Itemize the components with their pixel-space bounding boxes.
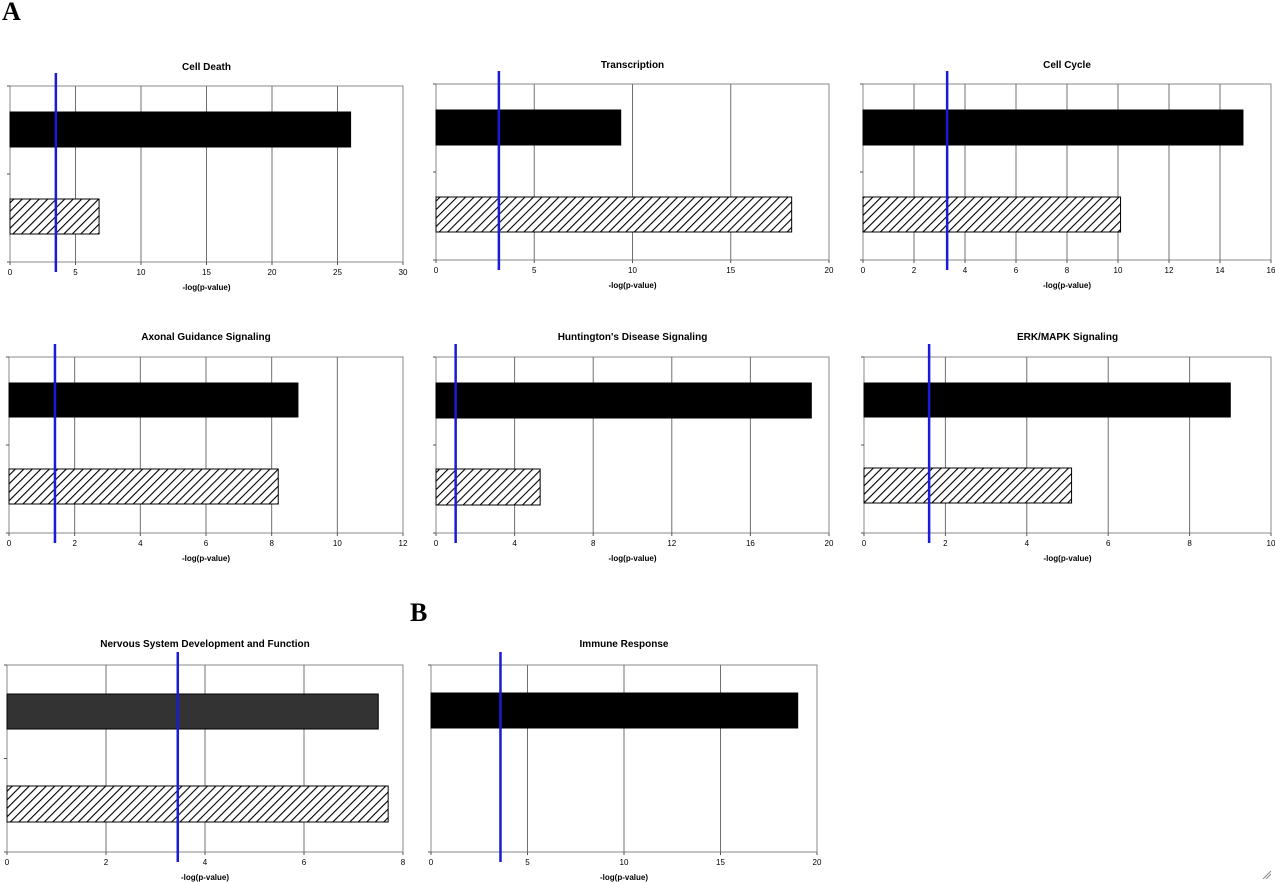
x-tick-label: 30 <box>399 268 408 277</box>
chart-title: Axonal Guidance Signaling <box>141 332 270 343</box>
bar-solid <box>9 111 352 148</box>
x-tick-label: 6 <box>1106 539 1111 548</box>
bar-hatched <box>6 785 389 823</box>
chart-title: ERK/MAPK Signaling <box>1017 332 1118 343</box>
x-axis-label: -log(p-value) <box>1043 281 1091 290</box>
x-tick-label: 10 <box>1114 266 1123 275</box>
x-tick-label: 20 <box>825 266 834 275</box>
x-tick-label: 4 <box>963 266 968 275</box>
panel-label-b: B <box>410 598 428 627</box>
x-tick-label: 16 <box>746 539 755 548</box>
x-tick-label: 5 <box>525 858 530 867</box>
chart-title: Huntington's Disease Signaling <box>558 332 708 343</box>
chart-title: Transcription <box>601 60 664 71</box>
bar-hatched <box>8 468 279 505</box>
x-axis-label: -log(p-value) <box>183 283 231 292</box>
x-tick-label: 12 <box>1165 266 1174 275</box>
bar-solid <box>435 382 812 419</box>
x-tick-label: 4 <box>1025 539 1030 548</box>
x-tick-label: 5 <box>73 268 78 277</box>
x-tick-label: 10 <box>628 266 637 275</box>
x-tick-label: 14 <box>1216 266 1225 275</box>
chart-title: Cell Cycle <box>1043 60 1091 71</box>
x-tick-label: 8 <box>1065 266 1070 275</box>
x-tick-label: 20 <box>268 268 277 277</box>
x-tick-label: 6 <box>204 539 209 548</box>
x-tick-label: 0 <box>862 539 867 548</box>
x-tick-label: 4 <box>203 858 208 867</box>
x-tick-label: 0 <box>434 539 439 548</box>
chart-title: Cell Death <box>182 62 231 73</box>
x-axis-label: -log(p-value) <box>609 554 657 563</box>
x-tick-label: 4 <box>138 539 143 548</box>
x-tick-label: 2 <box>943 539 948 548</box>
bar-hatched <box>435 196 793 233</box>
x-tick-label: 4 <box>512 539 517 548</box>
bar-hatched <box>863 467 1073 504</box>
x-tick-label: 8 <box>591 539 596 548</box>
x-tick-label: 12 <box>399 539 408 548</box>
x-axis-label: -log(p-value) <box>600 873 648 882</box>
x-tick-label: 10 <box>137 268 146 277</box>
x-tick-label: 25 <box>333 268 342 277</box>
bar-solid <box>435 109 622 146</box>
bar-solid <box>863 382 1231 418</box>
x-tick-label: 6 <box>1014 266 1019 275</box>
x-tick-label: 2 <box>72 539 77 548</box>
x-axis-label: -log(p-value) <box>182 554 230 563</box>
x-tick-label: 0 <box>7 539 12 548</box>
x-tick-label: 16 <box>1267 266 1275 275</box>
x-tick-label: 2 <box>912 266 917 275</box>
x-tick-label: 20 <box>825 539 834 548</box>
bar-solid <box>430 692 799 729</box>
x-tick-label: 10 <box>333 539 342 548</box>
x-tick-label: 0 <box>861 266 866 275</box>
x-axis-label: -log(p-value) <box>1044 554 1092 563</box>
panel-label-a: A <box>2 0 21 26</box>
x-tick-label: 8 <box>1187 539 1192 548</box>
resize-grip-icon <box>1262 870 1271 879</box>
x-tick-label: 0 <box>429 858 434 867</box>
x-axis-label: -log(p-value) <box>181 873 229 882</box>
x-tick-label: 10 <box>1267 539 1275 548</box>
x-tick-label: 15 <box>716 858 725 867</box>
x-axis-label: -log(p-value) <box>609 281 657 290</box>
x-tick-label: 6 <box>302 858 307 867</box>
bar-solid <box>862 109 1244 146</box>
x-tick-label: 0 <box>5 858 10 867</box>
x-tick-label: 12 <box>667 539 676 548</box>
x-tick-label: 2 <box>104 858 109 867</box>
bar-hatched <box>862 196 1122 233</box>
bar-solid <box>6 693 379 730</box>
x-tick-label: 20 <box>813 858 822 867</box>
x-tick-label: 8 <box>269 539 274 548</box>
bar-hatched <box>9 198 100 235</box>
chart-title: Immune Response <box>580 639 669 650</box>
x-tick-label: 15 <box>202 268 211 277</box>
x-tick-label: 15 <box>726 266 735 275</box>
x-tick-label: 5 <box>532 266 537 275</box>
x-tick-label: 8 <box>401 858 406 867</box>
bar-hatched <box>435 468 541 506</box>
chart-title: Nervous System Development and Function <box>100 639 310 650</box>
x-tick-label: 0 <box>8 268 13 277</box>
x-tick-label: 10 <box>620 858 629 867</box>
x-tick-label: 0 <box>434 266 439 275</box>
bar-solid <box>8 382 299 418</box>
